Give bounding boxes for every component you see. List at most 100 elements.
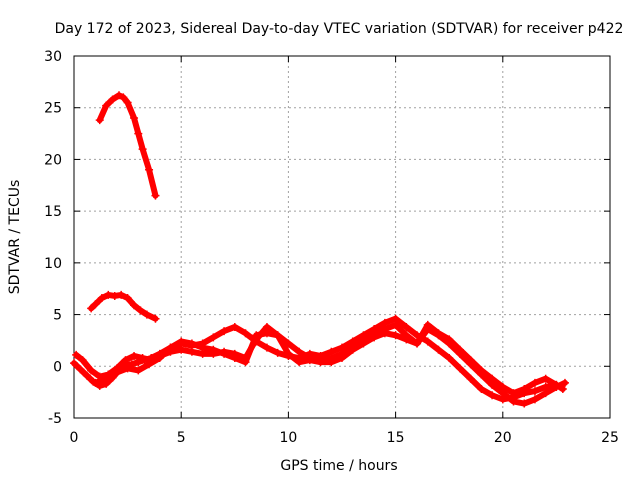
data-point xyxy=(530,378,539,387)
data-point xyxy=(445,354,454,363)
data-point xyxy=(82,371,91,380)
y-tick-label: 5 xyxy=(53,308,62,324)
data-point xyxy=(151,314,160,323)
data-point xyxy=(316,358,325,367)
data-point xyxy=(187,339,196,348)
data-point xyxy=(552,380,561,389)
data-point xyxy=(123,364,132,373)
data-point xyxy=(97,294,106,303)
data-point xyxy=(434,329,443,338)
data-point xyxy=(91,378,100,387)
x-axis-label: GPS time / hours xyxy=(280,458,397,474)
data-point xyxy=(241,329,250,338)
data-point xyxy=(262,329,271,338)
data-point xyxy=(327,358,336,367)
data-point xyxy=(112,368,121,377)
data-point xyxy=(130,351,139,360)
data-point xyxy=(391,320,400,329)
y-tick-label: 15 xyxy=(44,204,62,220)
chart-title: Day 172 of 2023, Sidereal Day-to-day VTE… xyxy=(55,21,624,37)
data-series xyxy=(70,91,569,408)
data-point xyxy=(466,356,475,365)
data-point xyxy=(198,343,207,352)
series-band xyxy=(92,321,560,397)
data-point xyxy=(102,374,111,383)
data-point xyxy=(70,359,78,368)
data-point xyxy=(423,337,432,346)
data-point xyxy=(262,343,271,352)
data-point xyxy=(295,347,304,356)
data-point xyxy=(273,348,282,357)
data-point xyxy=(102,101,111,110)
data-point xyxy=(477,385,486,394)
data-point xyxy=(138,354,147,363)
data-point xyxy=(95,116,104,125)
data-point xyxy=(498,382,507,391)
x-tick-label: 15 xyxy=(387,430,405,446)
data-point xyxy=(477,366,486,375)
y-tick-label: 25 xyxy=(44,101,62,117)
data-point xyxy=(121,356,130,365)
x-axis: 0 5 10 15 20 25 xyxy=(70,56,619,446)
data-point xyxy=(520,399,529,408)
x-tick-label: 5 xyxy=(177,430,186,446)
gridlines xyxy=(74,56,610,418)
series-track-mid xyxy=(87,290,160,323)
data-point xyxy=(509,397,518,406)
data-point xyxy=(119,93,128,102)
data-point xyxy=(91,300,100,309)
data-point xyxy=(123,294,132,303)
series-band xyxy=(96,92,159,199)
y-tick-label: 30 xyxy=(44,49,62,65)
data-point xyxy=(284,349,293,358)
data-point xyxy=(455,364,464,373)
data-point xyxy=(177,345,186,354)
data-point xyxy=(273,331,282,340)
data-point xyxy=(108,95,117,104)
y-tick-label: 0 xyxy=(53,359,62,375)
x-tick-label: 20 xyxy=(494,430,512,446)
y-tick-label: 20 xyxy=(44,152,62,168)
data-point xyxy=(370,333,379,342)
data-point xyxy=(110,291,119,300)
data-point xyxy=(391,331,400,340)
plot-frame xyxy=(73,55,611,419)
data-point xyxy=(509,389,518,398)
data-point xyxy=(136,306,145,315)
data-point xyxy=(402,322,411,331)
y-tick-label: 10 xyxy=(44,256,62,272)
data-point xyxy=(87,366,96,375)
data-point xyxy=(466,374,475,383)
x-tick-label: 25 xyxy=(601,430,619,446)
data-point xyxy=(209,345,218,354)
data-point xyxy=(530,387,539,396)
y-axis-label: SDTVAR / TECUs xyxy=(7,180,23,295)
data-point xyxy=(177,337,186,346)
data-point xyxy=(87,304,96,313)
series-track-high xyxy=(95,91,160,200)
data-point xyxy=(541,374,550,383)
data-point xyxy=(455,345,464,354)
data-point xyxy=(380,329,389,338)
data-point xyxy=(295,358,304,367)
data-point xyxy=(348,345,357,354)
data-point xyxy=(130,301,139,310)
data-point xyxy=(230,354,239,363)
data-point xyxy=(145,360,154,369)
data-point xyxy=(76,365,85,374)
y-tick-label: -5 xyxy=(48,411,62,427)
data-point xyxy=(241,358,250,367)
data-point xyxy=(488,391,497,400)
data-point xyxy=(560,378,569,387)
data-point xyxy=(78,356,87,365)
data-point xyxy=(209,333,218,342)
data-point xyxy=(445,335,454,344)
data-point xyxy=(145,165,154,174)
data-point xyxy=(359,339,368,348)
data-point xyxy=(423,320,432,329)
data-point xyxy=(72,350,81,359)
data-point xyxy=(123,98,132,107)
data-point xyxy=(230,322,239,331)
data-point xyxy=(104,290,113,299)
